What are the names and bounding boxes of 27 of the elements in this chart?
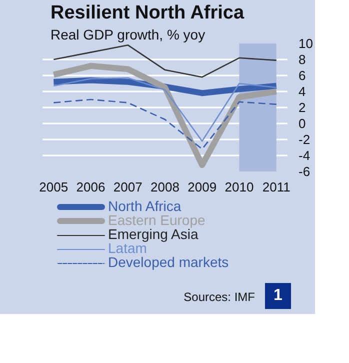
y-tick-label: 2 xyxy=(298,100,306,115)
text: 1 xyxy=(274,286,282,306)
x-tick-label: 2007 xyxy=(113,180,142,194)
x-tick-label: 2009 xyxy=(188,180,217,194)
y-tick-label: 10 xyxy=(298,36,313,51)
x-tick-label: 2008 xyxy=(150,180,180,194)
chart-subtitle: Real GDP growth, % yoy xyxy=(50,26,206,42)
legend-label: Emerging Asia xyxy=(108,226,198,242)
x-tick-label: 2005 xyxy=(39,180,68,194)
y-tick-label: -6 xyxy=(298,164,310,179)
x-tick-label: 2011 xyxy=(262,180,290,194)
legend-label: Developed markets xyxy=(108,254,229,270)
line-series xyxy=(52,77,278,142)
y-tick-label: -4 xyxy=(298,148,310,163)
y-tick-label: -2 xyxy=(298,132,310,147)
y-tick-label: 4 xyxy=(298,84,306,99)
chart-title: Resilient North Africa xyxy=(50,2,244,24)
source-note: Sources: IMF xyxy=(184,289,255,306)
legend-label: Eastern Europe xyxy=(108,212,206,228)
x-tick-label: 2006 xyxy=(76,180,106,194)
legend-label: North Africa xyxy=(108,198,182,214)
y-tick-label: 8 xyxy=(298,52,306,67)
line-series xyxy=(52,98,278,150)
y-tick-label: 6 xyxy=(298,68,306,83)
x-tick-label: 2010 xyxy=(224,180,254,194)
line-series xyxy=(52,44,278,78)
y-tick-label: 0 xyxy=(298,116,306,131)
